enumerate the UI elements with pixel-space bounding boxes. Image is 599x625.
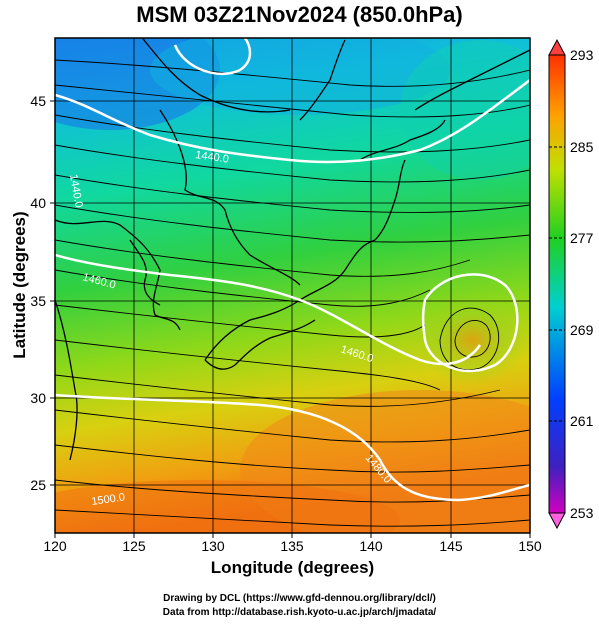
colorbar-label-277: 277 [570,230,594,246]
x-tick-150: 150 [518,538,542,554]
colorbar: 293 285 277 269 261 253 [548,38,594,530]
y-tick-30: 30 [30,390,46,406]
height-contours [55,38,530,502]
colorbar-label-293: 293 [570,47,594,63]
drawing-credit: Drawing by DCL (https://www.gfd-dennou.o… [163,593,436,604]
colorbar-label-269: 269 [570,322,594,338]
x-tick-120: 120 [43,538,67,554]
graticule [55,38,530,533]
x-tick-125: 125 [122,538,146,554]
contour-label-1: 1440.0 [195,149,230,166]
wind-streamlines [55,59,530,527]
y-tick-25: 25 [30,477,46,493]
y-axis-label: Latitude (degrees) [10,211,29,359]
x-tick-135: 135 [280,538,304,554]
contour-label-6: 1500.0 [91,491,126,508]
x-axis-label: Longitude (degrees) [210,558,375,577]
x-tick-140: 140 [359,538,383,554]
colorbar-bottom-arrow [548,512,566,530]
colorbar-label-261: 261 [570,413,594,429]
colorbar-label-285: 285 [570,139,594,155]
colorbar-top-arrow [548,38,566,56]
y-tick-labels: 25 30 35 40 45 [30,93,46,493]
colorbar-gradient [548,54,566,514]
x-tick-145: 145 [439,538,463,554]
y-tick-45: 45 [30,93,46,109]
contour-label-2: 1440.0 [67,173,85,208]
colorbar-label-253: 253 [570,505,594,521]
x-tick-labels: 120 125 130 135 140 145 150 [43,538,542,554]
axis-ticks [50,100,531,538]
map-title: MSM 03Z21Nov2024 (850.0hPa) [136,2,463,27]
coastlines [55,38,530,461]
data-credit: Data from http://database.rish.kyoto-u.a… [162,607,437,618]
y-tick-40: 40 [30,195,46,211]
y-tick-35: 35 [30,293,46,309]
x-tick-130: 130 [201,538,225,554]
